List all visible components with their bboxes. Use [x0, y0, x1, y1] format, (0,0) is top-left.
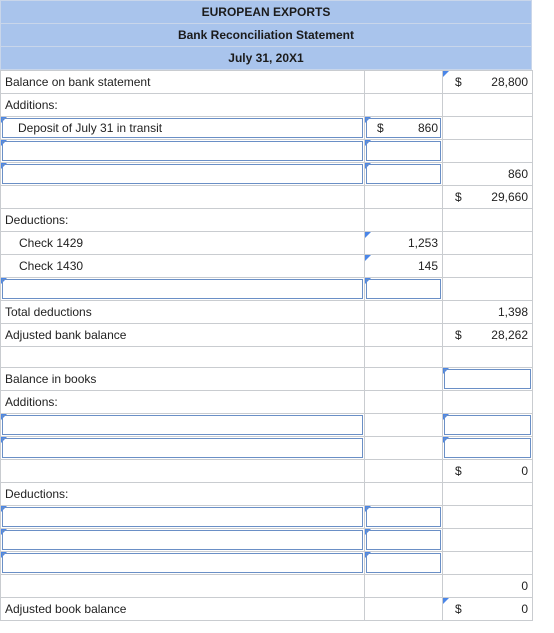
book-deduction-label-input-3[interactable] [0, 551, 365, 575]
reconciliation-table: Balance on bank statement $ 28,800 Addit… [0, 70, 533, 621]
check-1430-input[interactable]: 145 [364, 254, 443, 278]
table-row [0, 436, 533, 460]
check-1429-value: 1,253 [407, 236, 438, 250]
table-row: Balance in books [0, 367, 533, 391]
table-row: $ 0 [0, 459, 533, 483]
book-additions-label: Additions: [0, 390, 365, 414]
bank-deductions-label: Deductions: [0, 208, 365, 232]
table-row: Additions: [0, 93, 533, 117]
total-deductions-label: Total deductions [0, 300, 365, 324]
book-addition-amount-input-1[interactable] [442, 413, 533, 437]
table-row: Deposit of July 31 in transit $ 860 [0, 116, 533, 140]
table-row: Check 1429 1,253 [0, 231, 533, 255]
book-deduction-amount-input-2[interactable] [364, 528, 443, 552]
check-1429-label: Check 1429 [0, 231, 365, 255]
table-row: $ 29,660 [0, 185, 533, 209]
check-1429-input[interactable]: 1,253 [364, 231, 443, 255]
statement-date: July 31, 20X1 [0, 46, 532, 70]
book-balance-input[interactable] [442, 367, 533, 391]
table-row [0, 505, 533, 529]
table-row: Balance on bank statement $ 28,800 [0, 70, 533, 94]
table-row [0, 346, 533, 368]
book-addition-label-input-1[interactable] [0, 413, 365, 437]
book-deduction-label-input-2[interactable] [0, 528, 365, 552]
table-row: Deductions: [0, 482, 533, 506]
deposit-label-input[interactable]: Deposit of July 31 in transit [0, 116, 365, 140]
statement-title: Bank Reconciliation Statement [0, 23, 532, 46]
table-row [0, 413, 533, 437]
book-total-deductions-cell: 0 [442, 574, 533, 598]
bank-addition-amount-input-2[interactable] [364, 139, 443, 163]
book-deduction-label-input-1[interactable] [0, 505, 365, 529]
deposit-value: 860 [417, 121, 438, 135]
book-balance-label: Balance in books [0, 367, 365, 391]
adjusted-bank-balance-value: 28,262 [491, 328, 528, 342]
adjusted-book-balance-cell[interactable]: $ 0 [442, 597, 533, 621]
book-deduction-amount-input-3[interactable] [364, 551, 443, 575]
table-row: 860 [0, 162, 533, 186]
book-deductions-label: Deductions: [0, 482, 365, 506]
table-row [0, 139, 533, 163]
table-row: Adjusted book balance $ 0 [0, 597, 533, 621]
dollar-sign: $ [455, 190, 462, 204]
bank-balance-value: 28,800 [491, 75, 528, 89]
dollar-sign: $ [455, 464, 462, 478]
table-row [0, 528, 533, 552]
book-subtotal-cell: $ 0 [442, 459, 533, 483]
table-row: Deductions: [0, 208, 533, 232]
bank-total-deductions-value: 1,398 [497, 305, 528, 319]
table-row: 0 [0, 574, 533, 598]
table-row: Additions: [0, 390, 533, 414]
table-row: Adjusted bank balance $ 28,262 [0, 323, 533, 347]
table-row [0, 551, 533, 575]
check-1430-value: 145 [417, 259, 438, 273]
bank-addition-label-input-3[interactable] [0, 162, 365, 186]
adjusted-bank-balance-label: Adjusted bank balance [0, 323, 365, 347]
book-total-deductions-value: 0 [521, 579, 528, 593]
bank-subtotal-value: 29,660 [491, 190, 528, 204]
check-1430-label: Check 1430 [0, 254, 365, 278]
bank-deduction-label-input-3[interactable] [0, 277, 365, 301]
deposit-amount-input[interactable]: $ 860 [364, 116, 443, 140]
bank-balance-cell[interactable]: $ 28,800 [442, 70, 533, 94]
dollar-sign: $ [455, 602, 462, 616]
book-deduction-amount-input-1[interactable] [364, 505, 443, 529]
bank-addition-amount-input-3[interactable] [364, 162, 443, 186]
bank-subtotal-cell: $ 29,660 [442, 185, 533, 209]
table-row: Check 1430 145 [0, 254, 533, 278]
bank-addition-label-input-2[interactable] [0, 139, 365, 163]
bank-additions-total: 860 [507, 167, 528, 181]
table-row [0, 277, 533, 301]
company-name: EUROPEAN EXPORTS [0, 0, 532, 23]
book-addition-label-input-2[interactable] [0, 436, 365, 460]
bank-additions-label: Additions: [0, 93, 365, 117]
adjusted-book-balance-label: Adjusted book balance [0, 597, 365, 621]
bank-additions-total-cell: 860 [442, 162, 533, 186]
reconciliation-sheet: EUROPEAN EXPORTS Bank Reconciliation Sta… [0, 0, 533, 621]
bank-deduction-amount-input-3[interactable] [364, 277, 443, 301]
dollar-sign: $ [455, 328, 462, 342]
adjusted-book-balance-value: 0 [521, 602, 528, 616]
book-subtotal-value: 0 [521, 464, 528, 478]
dollar-sign: $ [455, 75, 462, 89]
book-addition-amount-input-2[interactable] [442, 436, 533, 460]
bank-balance-label: Balance on bank statement [0, 70, 365, 94]
deposit-label: Deposit of July 31 in transit [18, 121, 163, 135]
table-row: Total deductions 1,398 [0, 300, 533, 324]
dollar-sign: $ [377, 121, 384, 135]
adjusted-bank-balance-cell: $ 28,262 [442, 323, 533, 347]
bank-total-deductions-cell: 1,398 [442, 300, 533, 324]
